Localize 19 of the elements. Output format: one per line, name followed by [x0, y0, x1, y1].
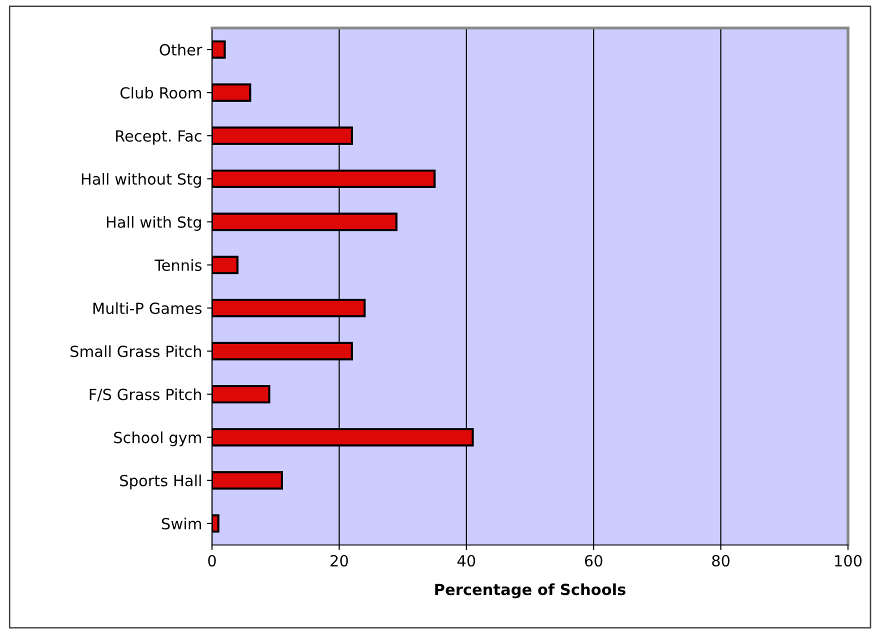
- x-tick-label: 40: [457, 554, 476, 567]
- y-tick-label: School gym: [114, 431, 201, 446]
- y-tick-label: Hall with Stg: [106, 216, 201, 231]
- y-tick-label: F/S Grass Pitch: [90, 388, 201, 402]
- x-axis-title: Percentage of Schools: [435, 583, 626, 598]
- y-tick-label: Sports Hall: [120, 474, 201, 490]
- x-tick-label: 20: [330, 554, 348, 567]
- y-tick-label: Recept. Fac: [116, 130, 202, 145]
- y-tick-label: Multi-P Games: [93, 302, 202, 314]
- y-tick-label: Tennis: [154, 259, 202, 271]
- y-tick-label: Swim: [162, 518, 201, 530]
- y-tick-label: Small Grass Pitch: [70, 345, 201, 358]
- y-tick-label: Club Room: [120, 86, 201, 99]
- x-tick-label: 100: [835, 554, 862, 567]
- y-tick-label: Other: [160, 44, 202, 56]
- y-tick-label: Hall without Stg: [82, 172, 201, 188]
- x-tick-label: 80: [712, 554, 730, 567]
- x-tick-label: 0: [208, 554, 216, 567]
- x-tick-label: 60: [584, 554, 602, 567]
